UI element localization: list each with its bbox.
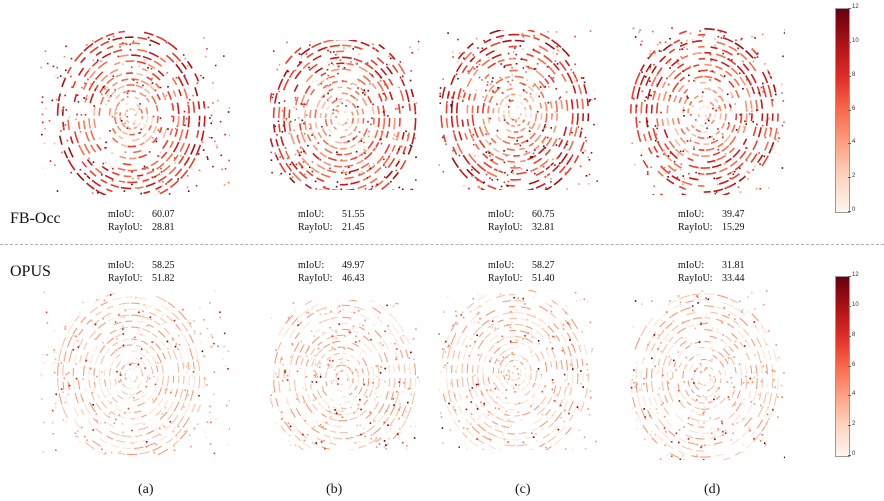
lidar-scan-bottom-c xyxy=(438,290,597,450)
lidar-scan-top-b xyxy=(270,40,420,190)
lidar-scan-bottom-b xyxy=(270,300,420,450)
colorbar-top xyxy=(835,8,850,213)
metrics-bottom-b: mIoU: 49.97 RayIoU: 46.43 xyxy=(298,260,365,284)
miou-value: 49.97 xyxy=(342,260,365,271)
miou-value: 60.75 xyxy=(532,209,555,220)
caption-a: (a) xyxy=(138,482,154,497)
caption-d: (d) xyxy=(704,482,721,497)
colorbar-tick-label: 2 xyxy=(847,173,856,180)
metrics-top-a: mIoU: 60.07 RayIoU: 28.81 xyxy=(108,209,175,233)
colorbar-tick-label: 4 xyxy=(847,391,856,398)
metrics-top-d: mIoU: 39.47 RayIoU: 15.29 xyxy=(678,209,745,233)
metrics-bottom-d: mIoU: 31.81 RayIoU: 33.44 xyxy=(678,260,745,284)
colorbar-bottom xyxy=(835,276,850,457)
metrics-top-b: mIoU: 51.55 RayIoU: 21.45 xyxy=(298,209,365,233)
rayiou-value: 15.29 xyxy=(722,222,745,233)
caption-b: (b) xyxy=(326,482,343,497)
colorbar-tick-label: 0 xyxy=(847,207,856,213)
lidar-scan-top-a xyxy=(40,30,230,195)
miou-value: 39.47 xyxy=(722,209,745,220)
colorbar-tick-label: 8 xyxy=(847,331,856,338)
colorbar-tick-label: 12 xyxy=(848,4,859,10)
colorbar-tick-label: 4 xyxy=(847,139,856,146)
miou-value: 31.81 xyxy=(722,260,745,271)
caption-c: (c) xyxy=(515,482,531,497)
lidar-scan-top-c xyxy=(438,30,598,190)
lidar-scan-bottom-d xyxy=(630,290,785,460)
row-label-fbocc: FB-Occ xyxy=(10,210,61,227)
colorbar-tick-label: 2 xyxy=(847,421,856,428)
rayiou-value: 51.40 xyxy=(532,273,555,284)
row-separator xyxy=(0,244,884,245)
miou-value: 60.07 xyxy=(152,209,175,220)
colorbar-tick-label: 10 xyxy=(848,301,859,308)
miou-value: 51.55 xyxy=(342,209,365,220)
rayiou-value: 33.44 xyxy=(722,273,745,284)
miou-value: 58.27 xyxy=(532,260,555,271)
row-label-opus: OPUS xyxy=(10,263,51,280)
lidar-scan-top-d xyxy=(630,27,785,195)
metrics-bottom-a: mIoU: 58.25 RayIoU: 51.82 xyxy=(108,260,175,284)
lidar-scan-bottom-a xyxy=(40,290,230,455)
metrics-top-c: mIoU: 60.75 RayIoU: 32.81 xyxy=(488,209,555,233)
colorbar-tick-label: 6 xyxy=(847,105,856,112)
colorbar-tick-label: 10 xyxy=(848,37,859,44)
rayiou-value: 28.81 xyxy=(152,222,175,233)
rayiou-value: 21.45 xyxy=(342,222,365,233)
colorbar-tick-label: 12 xyxy=(848,272,859,278)
rayiou-value: 46.43 xyxy=(342,273,365,284)
colorbar-tick-label: 0 xyxy=(847,451,856,457)
metrics-bottom-c: mIoU: 58.27 RayIoU: 51.40 xyxy=(488,260,555,284)
colorbar-tick-label: 8 xyxy=(847,71,856,78)
colorbar-tick-label: 6 xyxy=(847,361,856,368)
miou-value: 58.25 xyxy=(152,260,175,271)
rayiou-value: 32.81 xyxy=(532,222,555,233)
rayiou-value: 51.82 xyxy=(152,273,175,284)
